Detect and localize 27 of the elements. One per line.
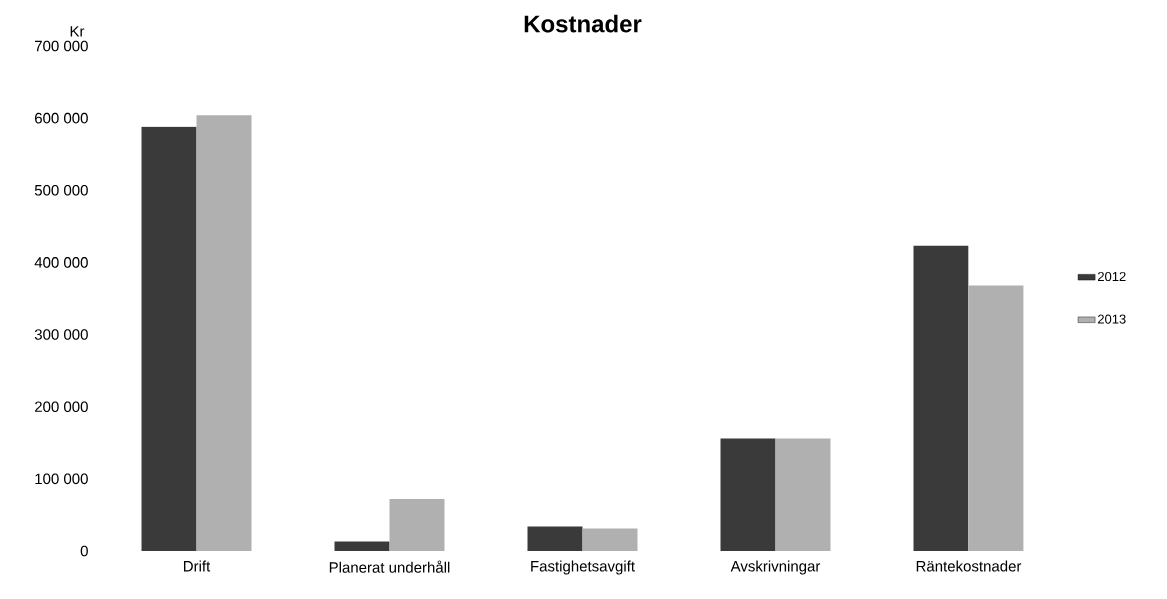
x-tick-label: Avskrivningar: [730, 560, 821, 575]
bar: [389, 499, 445, 551]
y-tick-label: 700 000: [35, 40, 88, 52]
y-tick-label: 100 000: [35, 473, 88, 485]
bar: [720, 438, 776, 551]
x-tick-label: Fastighetsavgift: [531, 560, 635, 575]
chart-title: Kostnader: [524, 14, 642, 33]
bar: [527, 526, 583, 551]
bar: [775, 438, 831, 551]
x-tick-label: Drift: [183, 560, 211, 572]
bar: [196, 115, 252, 551]
bar: [968, 285, 1024, 551]
y-tick-label: 500 000: [34, 184, 88, 196]
y-tick-label: 300 000: [34, 329, 88, 340]
y-tick-label: 600 000: [35, 112, 88, 124]
bar: [141, 126, 197, 551]
bar: [334, 541, 390, 551]
x-tick-label: Planerat underhåll: [329, 560, 450, 573]
y-tick-label: 200 000: [35, 401, 88, 413]
x-tick-label: Räntekostnader: [916, 560, 1022, 572]
bar: [582, 528, 638, 551]
y-axis-title: Kr: [70, 26, 85, 37]
y-tick-label: 0: [80, 545, 88, 557]
legend-label: 2013: [1097, 314, 1126, 324]
legend-label: 2012: [1097, 271, 1126, 282]
bar: [913, 245, 969, 551]
y-tick-label: 400 000: [34, 257, 88, 268]
